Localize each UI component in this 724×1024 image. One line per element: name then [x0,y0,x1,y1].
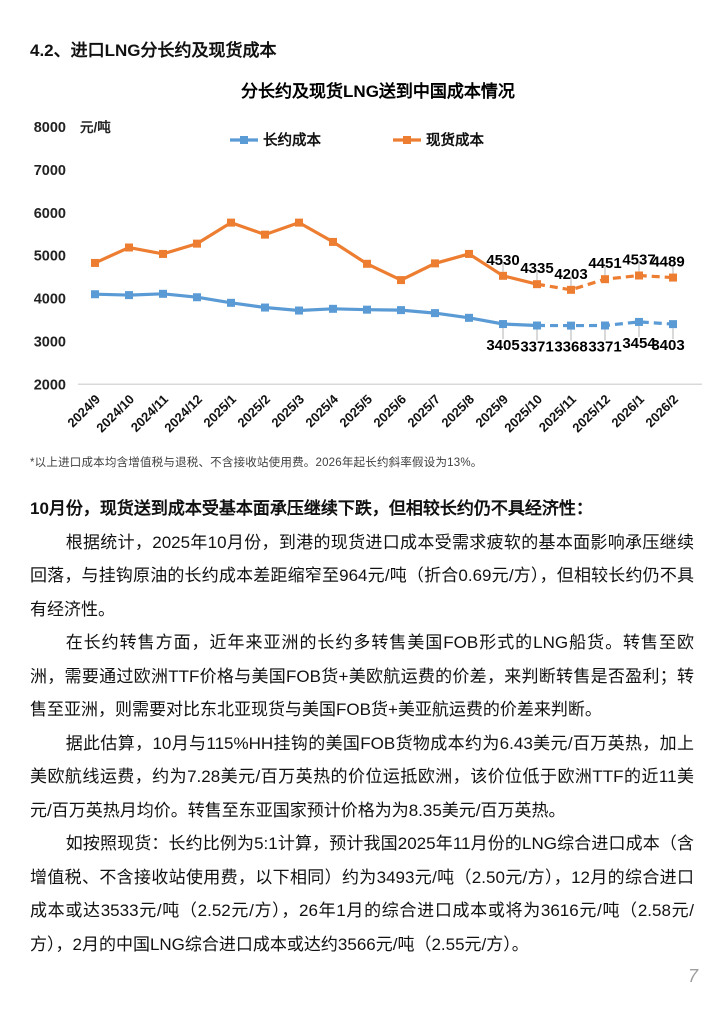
series-line-solid-spot-cost [94,220,538,286]
section-heading: 4.2、进口LNG分长约及现货成本 [30,41,277,60]
data-point-marker-long-term-contract-cost [227,298,235,307]
paragraph-2: 在长约转售方面，近年来亚洲的长约多转售美国FOB形式的LNG船货。转售至欧洲，需… [30,633,694,719]
data-point-marker-spot-cost [295,218,303,227]
legend-label-spot-cost: 现货成本 [426,131,484,149]
legend-marker-spot-cost [403,136,411,144]
data-point-marker-long-term-contract-cost [465,313,473,322]
data-point-marker-spot-cost [601,275,609,284]
data-label-long-term-contract-cost: 3454 [622,335,656,352]
x-tick-label: 2025/12 [569,392,613,436]
x-tick-label: 2026/2 [642,392,681,431]
paragraph-1: 根据统计，2025年10月份，到港的现货进口成本受需求疲软的基本面影响承压继续回… [30,532,694,619]
data-point-marker-spot-cost [125,243,133,252]
data-point-marker-long-term-contract-cost [533,321,541,330]
x-tick-label: 2024/12 [161,392,205,436]
data-point-marker-spot-cost [397,276,405,285]
x-tick-label: 2025/1 [200,392,239,431]
data-point-marker-long-term-contract-cost [431,309,439,318]
data-point-marker-long-term-contract-cost [295,306,303,315]
data-point-marker-long-term-contract-cost [499,320,507,329]
data-point-marker-spot-cost [567,285,575,294]
data-label-long-term-contract-cost: 3371 [588,339,621,356]
x-tick-label: 2025/8 [438,392,477,431]
data-point-marker-spot-cost [635,271,643,280]
y-tick-label: 8000 [34,120,66,136]
data-label-long-term-contract-cost: 3371 [520,339,553,356]
data-point-marker-spot-cost [91,258,99,267]
x-tick-label: 2026/1 [608,392,647,431]
lng-cost-chart: 分长约及现货LNG送到中国成本情况长约成本 现货成本 8000 7000 6000 500… [0,62,724,454]
x-tick-label: 2025/3 [268,392,307,431]
data-point-marker-spot-cost [227,218,235,227]
x-tick-label: 2025/7 [404,392,443,431]
data-point-marker-spot-cost [193,239,201,248]
data-label-long-term-contract-cost: 3403 [651,337,684,354]
x-tick-label: 2025/10 [501,392,545,436]
x-tick-label: 2025/6 [370,392,409,431]
legend-label-long-term-contract-cost: 长约成本 [263,131,321,149]
series-line-solid-long-term-contract-cost [94,292,538,328]
y-tick-label: 6000 [34,206,66,222]
data-point-marker-spot-cost [363,259,371,268]
paragraph-3: 据此估算，10月与115%HH挂钩的美国FOB货物成本约为6.43美元/百万英热… [30,733,694,820]
data-label-long-term-contract-cost: 3405 [486,337,519,354]
chart-title: 分长约及现货LNG送到中国成本情况 [241,81,515,101]
x-tick-label: 2024/10 [93,392,137,436]
data-label-spot-cost: 4451 [588,255,621,272]
legend-item-spot-cost: 现货成本 [393,131,484,149]
paragraph-4: 如按照现货：长约比例为5:1计算，预计我国2025年11月份的LNG综合进口成本… [30,834,694,954]
data-point-marker-long-term-contract-cost [567,321,575,330]
x-tick-label: 2025/4 [302,391,341,430]
data-point-marker-long-term-contract-cost [91,290,99,299]
y-tick-label: 3000 [34,334,66,350]
data-point-marker-long-term-contract-cost [125,291,133,300]
data-point-marker-long-term-contract-cost [363,305,371,314]
data-point-marker-spot-cost [465,249,473,258]
y-tick-label: 5000 [34,249,66,265]
data-point-marker-long-term-contract-cost [601,321,609,330]
data-point-marker-long-term-contract-cost [261,303,269,312]
data-label-spot-cost: 4489 [651,254,684,271]
chart-footnote: *以上进口成本均含增值税与退税、不含接收站使用费。2026年起长约斜率假设为13… [30,457,483,469]
y-tick-label: 4000 [34,292,66,308]
data-label-long-term-contract-cost: 3368 [554,339,587,356]
data-point-marker-spot-cost [499,271,507,280]
x-tick-label: 2025/5 [336,392,375,431]
data-point-marker-spot-cost [159,249,167,258]
data-point-marker-spot-cost [431,259,439,268]
data-point-marker-long-term-contract-cost [193,293,201,302]
data-point-marker-long-term-contract-cost [635,317,643,326]
data-point-marker-spot-cost [329,237,337,246]
data-point-marker-long-term-contract-cost [669,320,677,329]
data-label-spot-cost: 4335 [520,260,553,277]
y-tick-label: 2000 [34,377,66,393]
data-point-marker-long-term-contract-cost [397,306,405,315]
lead-paragraph: 10月份，现货送到成本受基本面承压继续下跌，但相较长约仍不具经济性： [30,499,593,518]
data-point-marker-spot-cost [261,230,269,239]
data-point-marker-long-term-contract-cost [159,289,167,298]
page-number: 7 [687,966,698,986]
data-label-spot-cost: 4537 [622,252,655,269]
data-point-marker-long-term-contract-cost [329,304,337,313]
data-label-spot-cost: 4203 [554,266,587,283]
legend-marker-long-term-contract-cost [240,136,248,144]
data-label-spot-cost: 4530 [486,252,519,269]
y-tick-label: 7000 [34,163,66,179]
data-point-marker-spot-cost [669,273,677,282]
x-tick-label: 2025/2 [234,392,273,431]
data-point-marker-spot-cost [533,280,541,289]
y-axis-unit-label: 元/吨 [80,119,111,135]
legend-item-long-term-contract-cost: 长约成本 [230,131,321,149]
body-text: 10月份，现货送到成本受基本面承压继续下跌，但相较长约仍不具经济性： 根据统计，… [30,492,694,961]
